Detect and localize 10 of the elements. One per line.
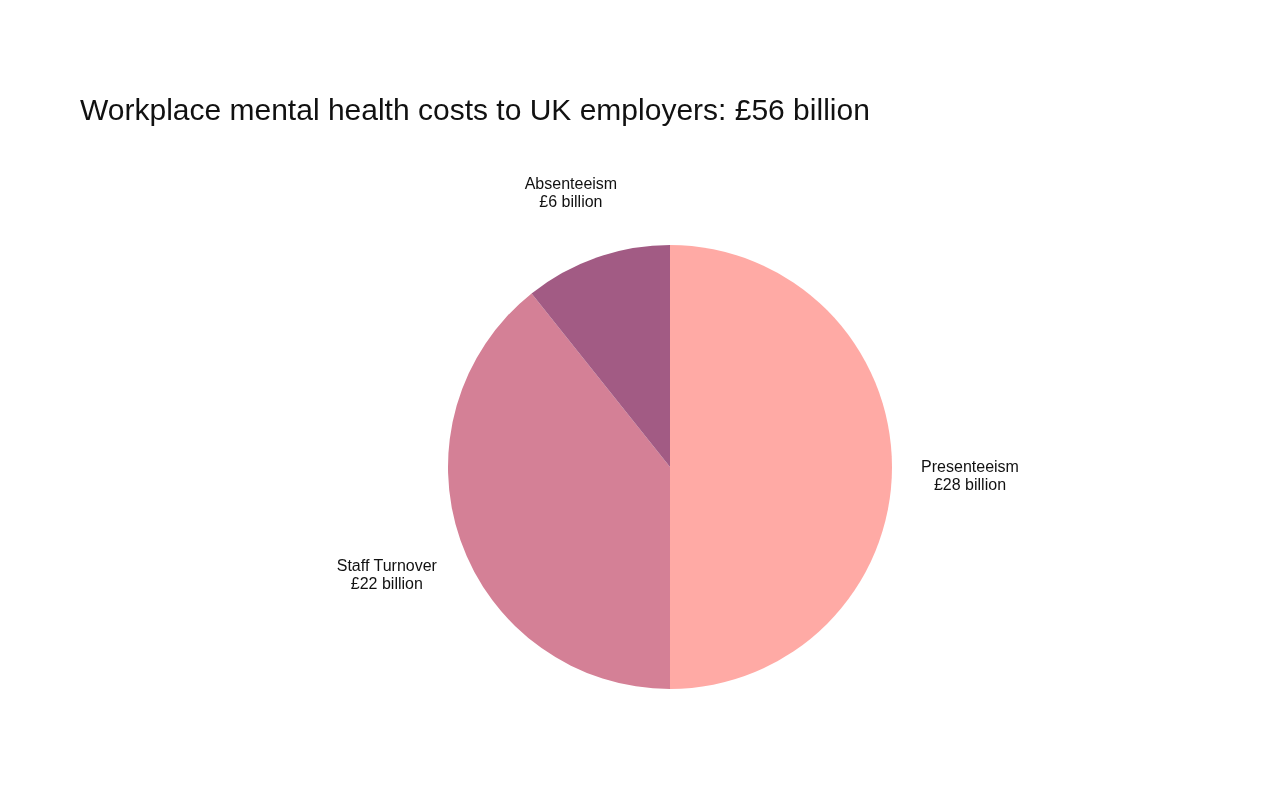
slice-label: Absenteeism (524, 174, 618, 192)
data-label: £22 billion (350, 575, 423, 593)
data-label: £28 billion (933, 476, 1007, 493)
pie-slice (448, 293, 670, 689)
pie-slice (531, 245, 670, 467)
slice-label: Presenteeism (921, 458, 1019, 475)
slice-label: Staff Turnover (336, 557, 438, 575)
chart-title: Workplace mental health costs to UK employers: £56 billion (80, 92, 870, 126)
pie-slice (670, 245, 892, 689)
data-label: £6 billion (539, 192, 603, 210)
